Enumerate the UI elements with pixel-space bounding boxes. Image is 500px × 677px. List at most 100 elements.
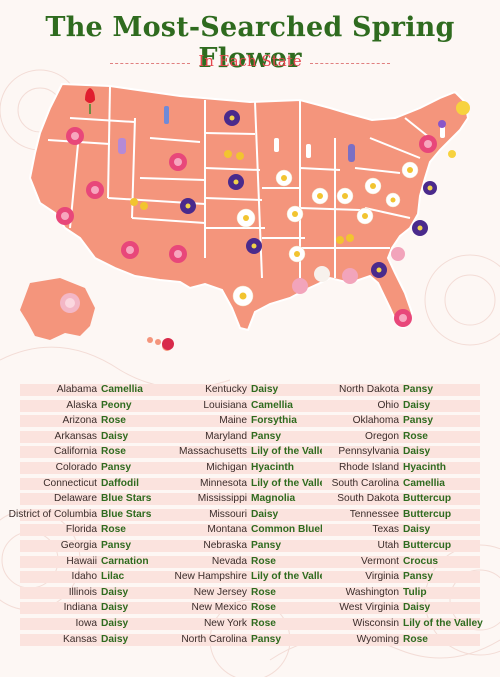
state-name: Wyoming: [356, 633, 399, 645]
table-row: New Hampshire Lily of the Valley: [170, 569, 331, 585]
table-row: Wyoming Rose: [322, 632, 480, 648]
state-name: New Mexico: [191, 602, 247, 614]
table-row: New York Rose: [170, 616, 328, 632]
row-background: [322, 539, 480, 552]
row-background: [322, 602, 480, 615]
state-name: Utah: [377, 539, 399, 551]
state-name: Iowa: [75, 617, 97, 629]
row-background: [170, 384, 328, 396]
state-name: Texas: [372, 524, 399, 536]
row-background: [170, 430, 328, 443]
row-background: [170, 461, 328, 474]
forsythia-icon: [456, 101, 470, 115]
flower-name: Buttercup: [403, 539, 452, 551]
row-background: [322, 446, 480, 459]
row-background: [20, 477, 178, 490]
table-row: Minnesota Lily of the Valley: [170, 476, 331, 492]
flower-name: Buttercup: [403, 493, 452, 505]
table-row: Iowa Daisy: [20, 616, 178, 632]
row-background: [170, 602, 328, 615]
row-background: [322, 384, 480, 396]
table-row: Oklahoma Pansy: [322, 413, 480, 429]
state-name: Mississippi: [197, 493, 247, 505]
row-background: [170, 446, 328, 459]
table-row: Delaware Blue Stars: [20, 491, 178, 507]
flower-name: Hyacinth: [403, 461, 447, 473]
table-row: Louisiana Camellia: [170, 398, 328, 414]
row-background: [20, 617, 178, 630]
table-row: Michigan Hyacinth: [170, 460, 328, 476]
table-row: Maine Forsythia: [170, 413, 328, 429]
flower-name: Daisy: [403, 524, 431, 536]
table-row: Alabama Camellia: [20, 382, 178, 398]
flower-name: Daisy: [101, 430, 129, 442]
state-name: Idaho: [71, 571, 98, 583]
row-background: [20, 555, 178, 568]
daffodil-icon: [448, 150, 456, 158]
flower-name: Camellia: [101, 384, 143, 395]
row-background: [322, 617, 480, 630]
flower-name: Pansy: [251, 633, 282, 645]
row-background: [322, 571, 480, 584]
row-background: [170, 586, 328, 599]
table-row: Nebraska Pansy: [170, 538, 328, 554]
camellia-icon: [391, 247, 405, 261]
table-row: Ohio Daisy: [322, 398, 480, 414]
state-name: New York: [203, 617, 247, 629]
state-name: California: [53, 446, 97, 458]
state-name: Florida: [65, 524, 97, 536]
state-flower-table: Alabama Camellia Alaska Peony Arizona Rose Ark…: [0, 382, 500, 652]
table-row: North Carolina Pansy: [170, 632, 328, 648]
state-name: North Carolina: [181, 633, 247, 645]
row-background: [322, 555, 480, 568]
camellia-icon: [342, 268, 358, 284]
flower-name: Daisy: [101, 617, 129, 629]
row-background: [20, 602, 178, 615]
row-background: [20, 415, 178, 428]
buttercup-icon: [336, 236, 344, 244]
row-background: [322, 477, 480, 490]
table-column-3: North Dakota Pansy Ohio Daisy Oklahoma Pansy O…: [322, 382, 483, 648]
flower-name: Rose: [403, 633, 428, 645]
flower-name: Blue Stars: [101, 493, 152, 505]
row-background: [170, 524, 328, 537]
state-name: Massachusetts: [179, 446, 247, 458]
table-row: Pennsylvania Daisy: [322, 444, 480, 460]
table-row: Tennessee Buttercup: [322, 507, 480, 523]
table-row: Arkansas Daisy: [20, 429, 178, 445]
state-name: Montana: [207, 524, 247, 536]
state-name: Oregon: [365, 430, 399, 442]
flower-name: Camellia: [403, 477, 445, 489]
flower-name: Daisy: [251, 384, 279, 395]
row-background: [322, 399, 480, 412]
table-row: Massachusetts Lily of the Valley: [170, 444, 331, 460]
flower-name: Daisy: [101, 586, 129, 598]
table-row: California Rose: [20, 444, 178, 460]
row-background: [322, 633, 480, 646]
table-column-1: Alabama Camellia Alaska Peony Arizona Rose Ark…: [9, 382, 178, 647]
page-subtitle: In Each State: [198, 52, 302, 70]
buttercup-icon: [224, 150, 232, 158]
state-name: Virginia: [365, 571, 399, 583]
flower-name: Daffodil: [101, 477, 139, 489]
table-row: Hawaii Carnation: [20, 554, 178, 570]
table-row: Virginia Pansy: [322, 569, 480, 585]
flower-name: Pansy: [403, 571, 434, 583]
table-row: Rhode Island Hyacinth: [322, 460, 480, 476]
row-background: [170, 415, 328, 428]
flower-name: Daisy: [251, 508, 279, 520]
flower-markers: [56, 88, 470, 350]
row-background: [20, 571, 178, 584]
subtitle-divider-left: [110, 63, 190, 64]
table-row: Florida Rose: [20, 522, 178, 538]
flower-name: Lily of the Valley: [251, 477, 331, 489]
flower-name: Buttercup: [403, 508, 452, 520]
state-name: South Dakota: [337, 493, 399, 505]
table-row: Oregon Rose: [322, 429, 480, 445]
row-background: [20, 493, 178, 506]
state-name: Kentucky: [205, 384, 247, 395]
state-name: District of Columbia: [8, 508, 97, 520]
flower-name: Rose: [251, 617, 276, 629]
flower-name: Rose: [101, 415, 126, 427]
state-name: Arizona: [62, 415, 97, 427]
